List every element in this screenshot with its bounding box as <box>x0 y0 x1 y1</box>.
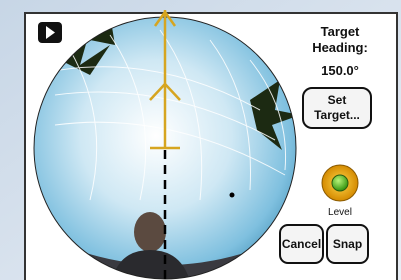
button-label: Set <box>328 93 347 107</box>
page: Target Heading: 150.0° Set Target... Lev… <box>0 0 401 280</box>
button-label: Snap <box>333 237 362 251</box>
play-button[interactable] <box>38 22 62 43</box>
snap-button[interactable]: Snap <box>327 225 368 263</box>
level-label: Level <box>328 207 352 218</box>
set-target-button[interactable]: Set Target... <box>303 88 371 128</box>
target-heading-value: 150.0° <box>321 63 359 78</box>
target-heading-label: Target <box>321 24 360 39</box>
level-indicator <box>322 165 358 201</box>
target-heading-label: Heading: <box>312 40 368 55</box>
cancel-button[interactable]: Cancel <box>280 225 323 263</box>
screen: Target Heading: 150.0° Set Target... Lev… <box>0 0 401 280</box>
button-label: Cancel <box>282 237 321 251</box>
button-label: Target... <box>314 108 360 122</box>
